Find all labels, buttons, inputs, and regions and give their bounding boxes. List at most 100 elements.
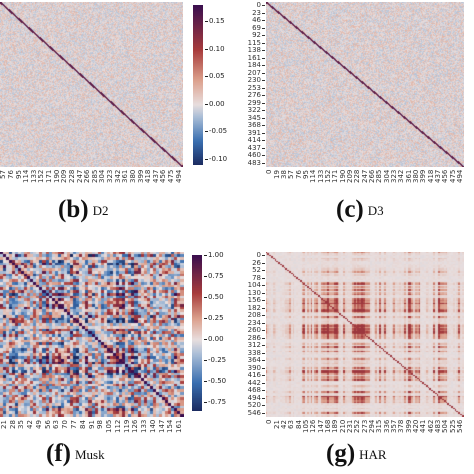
colorbar-tick-label: -0.10: [204, 154, 228, 163]
y-tick-label: 207: [241, 69, 265, 77]
x-tick-label: 91: [87, 419, 96, 429]
colorbar-tick-label: 0.10: [205, 44, 225, 53]
heatmap-d2: [0, 2, 183, 167]
y-tick-label: 78: [241, 274, 265, 282]
y-tick-label: 468: [241, 387, 265, 394]
x-tick-label: 140: [148, 419, 157, 433]
x-tick-label: 171: [45, 169, 54, 183]
y-tick-label: 208: [241, 312, 265, 319]
y-tick-label: 276: [241, 92, 265, 99]
colorbar-gradient: [193, 5, 203, 165]
colorbar-tick-label: 0.15: [205, 17, 225, 26]
y-tick-label: 520: [241, 402, 265, 409]
x-tick-label: 161: [175, 419, 184, 433]
y-tick-label: 414: [241, 137, 265, 144]
y-tick-label: 322: [241, 107, 265, 114]
colorbar-tick-label: 0.05: [205, 72, 225, 81]
x-tick-label: 475: [167, 169, 176, 183]
heatmap-har-cells: [266, 252, 464, 417]
x-tick-label: 70: [61, 419, 70, 429]
x-tick-label: 98: [96, 419, 105, 429]
y-tick-label: 156: [241, 297, 265, 304]
colorbar-d2: [193, 5, 203, 165]
y-tick-label: 182: [241, 304, 265, 312]
y-tick-label: 253: [241, 84, 265, 92]
x-tick-label: 323: [106, 169, 115, 183]
y-tick-label: 364: [241, 357, 265, 364]
x-tick-label: 28: [8, 419, 17, 429]
x-tick-label: 147: [157, 419, 166, 433]
caption-musk: (f) Musk: [46, 440, 105, 468]
x-tick-label: 63: [52, 419, 61, 429]
y-tick-label: 46: [241, 17, 265, 24]
colorbar-tick-label: 0.75: [204, 271, 224, 280]
y-tick-label: 416: [241, 372, 265, 379]
x-tick-label: 105: [105, 419, 114, 433]
y-tick-label: 345: [241, 114, 265, 122]
x-tick-label: 56: [43, 419, 52, 429]
y-tick-label: 184: [241, 62, 265, 69]
x-tick-label: 228: [67, 169, 76, 183]
heatmap-d3: [266, 2, 464, 167]
colorbar-tick-label: -0.05: [204, 127, 228, 136]
caption-har: (g) HAR: [326, 440, 387, 468]
colorbar-tick-label: 1.00: [204, 250, 224, 259]
y-tick-label: 546: [241, 409, 265, 417]
caption-name: D3: [367, 203, 384, 218]
y-tick-label: 368: [241, 122, 265, 129]
colorbar-tick-label: 0.25: [204, 313, 224, 322]
heatmap-d2-cells: [0, 2, 183, 167]
heatmap-d3-cells: [266, 2, 464, 167]
y-tick-label: 437: [241, 144, 265, 152]
x-tick-label: 380: [128, 169, 137, 183]
y-tick-label: 230: [241, 77, 265, 84]
y-tick-label: 390: [241, 364, 265, 372]
caption-name: D2: [92, 203, 109, 218]
y-tick-label: 69: [241, 24, 265, 32]
caption-letter: (b): [58, 196, 89, 223]
heatmap-musk: [0, 252, 184, 417]
y-tick-label: 0: [241, 252, 265, 259]
x-tick-label: 154: [166, 419, 175, 433]
y-tick-label: 312: [241, 342, 265, 349]
y-tick-label: 391: [241, 129, 265, 137]
y-tick-label: 161: [241, 54, 265, 62]
colorbar-tick-label: 0.50: [204, 292, 224, 301]
caption-name: HAR: [359, 447, 387, 462]
y-tick-label: 494: [241, 394, 265, 402]
y-tick-label: 0: [241, 2, 265, 9]
y-tick-label: 460: [241, 152, 265, 159]
x-tick-label: 133: [140, 419, 149, 433]
y-tick-label: 26: [241, 259, 265, 267]
x-tick-label: 49: [34, 419, 43, 429]
x-tick-label: 77: [69, 419, 78, 429]
colorbar-tick-label: 0.00: [205, 99, 225, 108]
colorbar-tick-label: 0.00: [204, 334, 224, 343]
x-tick-label: 112: [113, 419, 122, 433]
y-tick-label: 260: [241, 327, 265, 334]
caption-letter: (g): [326, 440, 356, 467]
y-tick-label: 483: [241, 159, 265, 167]
x-tick-label: 76: [6, 169, 15, 179]
x-tick-label: 35: [17, 419, 26, 429]
x-tick-label: 119: [122, 419, 131, 433]
heatmap-har: [266, 252, 464, 417]
y-tick-label: 92: [241, 32, 265, 39]
caption-d3: (c) D3: [336, 196, 384, 224]
caption-name: Musk: [74, 447, 105, 462]
y-tick-label: 286: [241, 334, 265, 342]
y-tick-label: 52: [241, 267, 265, 274]
y-tick-label: 115: [241, 39, 265, 47]
x-tick-label: 494: [174, 169, 183, 183]
y-tick-label: 338: [241, 349, 265, 357]
x-tick-label: 126: [131, 419, 140, 433]
caption-letter: (c): [336, 196, 364, 223]
colorbar-gradient: [192, 255, 202, 411]
y-tick-label: 299: [241, 99, 265, 107]
y-tick-label: 130: [241, 289, 265, 297]
x-tick-label: 42: [26, 419, 35, 429]
colorbar-tick-label: -0.50: [203, 376, 227, 385]
caption-letter: (f): [46, 440, 71, 467]
caption-d2: (b) D2: [58, 196, 108, 224]
y-tick-label: 234: [241, 319, 265, 327]
